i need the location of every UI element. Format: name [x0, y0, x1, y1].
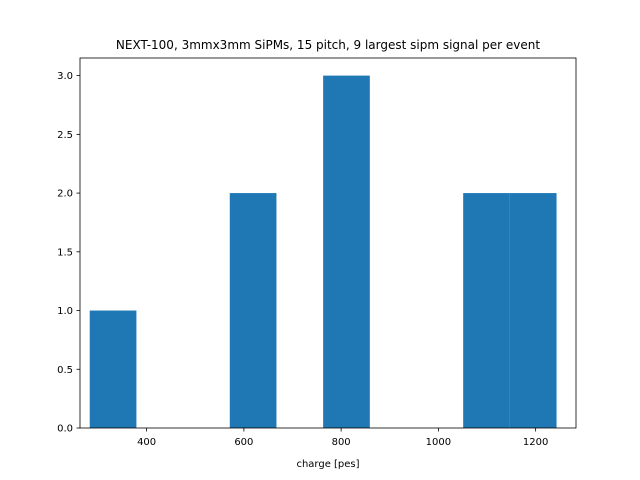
y-tick-label: 2.0: [57, 189, 73, 200]
histogram-bar-3: [229, 193, 277, 428]
y-tick-label: 2.5: [57, 130, 73, 141]
y-axis-ticks: 0.0 0.5 1.0 1.5 2.0 2.5 3.0: [57, 71, 80, 435]
y-tick-label: 0.0: [57, 424, 73, 435]
histogram-bar-9: [509, 193, 557, 428]
histogram-bar-0: [89, 310, 137, 428]
x-tick-label: 600: [234, 437, 253, 448]
x-tick-label: 1000: [426, 437, 451, 448]
plot-frame: [79, 57, 577, 429]
x-tick-label: 400: [137, 437, 156, 448]
x-tick-label: 1200: [523, 437, 548, 448]
x-axis-ticks: 400 600 800 1000 1200: [137, 428, 548, 448]
y-tick-label: 3.0: [57, 71, 73, 82]
x-axis-title: charge [pes]: [296, 459, 359, 470]
y-tick-label: 1.5: [57, 247, 73, 258]
histogram-bar-8: [463, 193, 510, 428]
chart-title: NEXT-100, 3mmx3mm SiPMs, 15 pitch, 9 lar…: [116, 38, 540, 52]
bars-group: [89, 75, 557, 429]
x-tick-label: 800: [332, 437, 351, 448]
y-tick-label: 0.5: [57, 365, 73, 376]
histogram-bar-5: [323, 75, 370, 429]
y-tick-label: 1.0: [57, 306, 73, 317]
